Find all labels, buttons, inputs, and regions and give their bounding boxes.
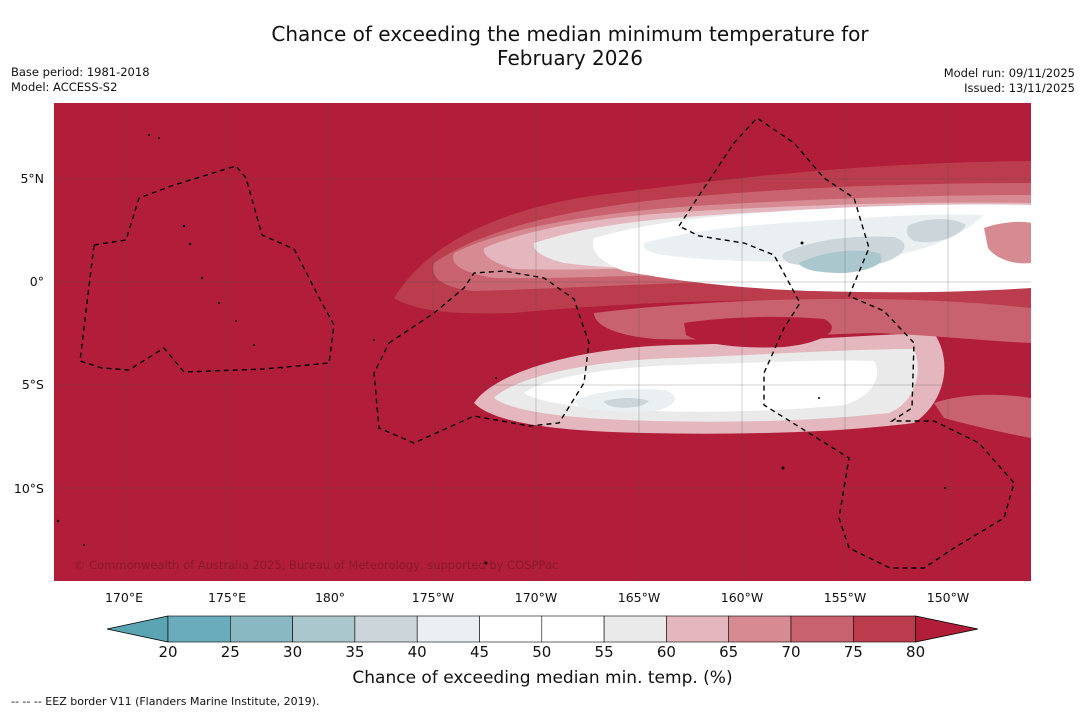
colorbar-cell (852, 615, 916, 643)
colorbar-cell (479, 615, 543, 643)
band-35-north-east (906, 219, 966, 243)
map-gridlines (54, 103, 1031, 581)
colorbar-tick-label: 35 (345, 643, 365, 661)
colorbar-tick-label: 45 (469, 643, 490, 661)
band-60-east (984, 221, 1031, 264)
colorbar-tick-label: 60 (656, 643, 676, 661)
eez-tokelau (373, 270, 590, 444)
title-line-1: Chance of exceeding the median minimum t… (271, 22, 869, 46)
probability-map (54, 103, 1031, 581)
map-title: Chance of exceeding the median minimum t… (0, 22, 1085, 70)
eez-tuvalu (79, 165, 335, 373)
colorbar-tick-label: 30 (283, 643, 303, 661)
lon-label-170e: 170°E (104, 590, 143, 605)
colorbar-cell (167, 615, 231, 643)
lat-label-5s: 5°S (21, 377, 44, 392)
colorbar-tick-label: 75 (843, 643, 863, 661)
base-period: Base period: 1981-2018 (11, 65, 150, 79)
colorbar (106, 615, 979, 643)
lon-label-165w: 165°W (617, 590, 661, 605)
eez-kiribati-phoenix (677, 117, 1015, 569)
metadata-right: Model run: 09/11/2025 Issued: 13/11/2025 (944, 66, 1075, 96)
lon-label-180: 180° (314, 590, 346, 605)
lat-label-10s: 10°S (13, 481, 44, 496)
anomaly-field (394, 161, 1031, 438)
colorbar-tick-label: 55 (594, 643, 614, 661)
colorbar-tick-label: 40 (407, 643, 427, 661)
issued-date: Issued: 13/11/2025 (964, 81, 1075, 95)
lat-label-0: 0° (29, 274, 44, 289)
colorbar-cell (790, 615, 854, 643)
colorbar-tick-label: 65 (719, 643, 739, 661)
colorbar-cell (416, 615, 480, 643)
lon-label-170w: 170°W (514, 590, 558, 605)
colorbar-tick-label: 20 (158, 643, 178, 661)
colorbar-extend-high (915, 615, 979, 643)
coastlines (56, 134, 946, 565)
title-line-2: February 2026 (497, 46, 643, 70)
lat-label-5n: 5°N (20, 171, 44, 186)
colorbar-extend-low (106, 615, 169, 643)
colorbar-cell (292, 615, 356, 643)
eez-borders (79, 117, 1015, 569)
lon-label-175w: 175°W (411, 590, 455, 605)
colorbar-tick-label: 25 (220, 643, 240, 661)
eez-legend-note: -- -- -- EEZ border V11 (Flanders Marine… (11, 695, 320, 708)
lon-label-175e: 175°E (207, 590, 246, 605)
colorbar-label: Chance of exceeding median min. temp. (%… (352, 668, 733, 688)
lon-label-155w: 155°W (823, 590, 867, 605)
colorbar-cell (603, 615, 667, 643)
colorbar-cell (354, 615, 418, 643)
band-70-east (934, 394, 1031, 438)
model-run: Model run: 09/11/2025 (943, 66, 1075, 80)
band-35-south (604, 398, 649, 408)
colorbar-tick-label: 70 (781, 643, 801, 661)
copyright-notice: © Commonwealth of Australia 2025, Bureau… (74, 558, 559, 572)
colorbar-cells (106, 615, 979, 643)
band-80-mid (684, 316, 832, 348)
metadata-left: Base period: 1981-2018 Model: ACCESS-S2 (11, 65, 150, 95)
colorbar-cell (666, 615, 730, 643)
lon-label-160w: 160°W (720, 590, 764, 605)
colorbar-tick-label: 50 (532, 643, 552, 661)
lon-label-150w: 150°W (926, 590, 970, 605)
colorbar-tick-label: 80 (906, 643, 926, 661)
model-name: Model: ACCESS-S2 (11, 80, 118, 94)
colorbar-cell (230, 615, 293, 643)
colorbar-cell (541, 615, 605, 643)
colorbar-cell (728, 615, 792, 643)
